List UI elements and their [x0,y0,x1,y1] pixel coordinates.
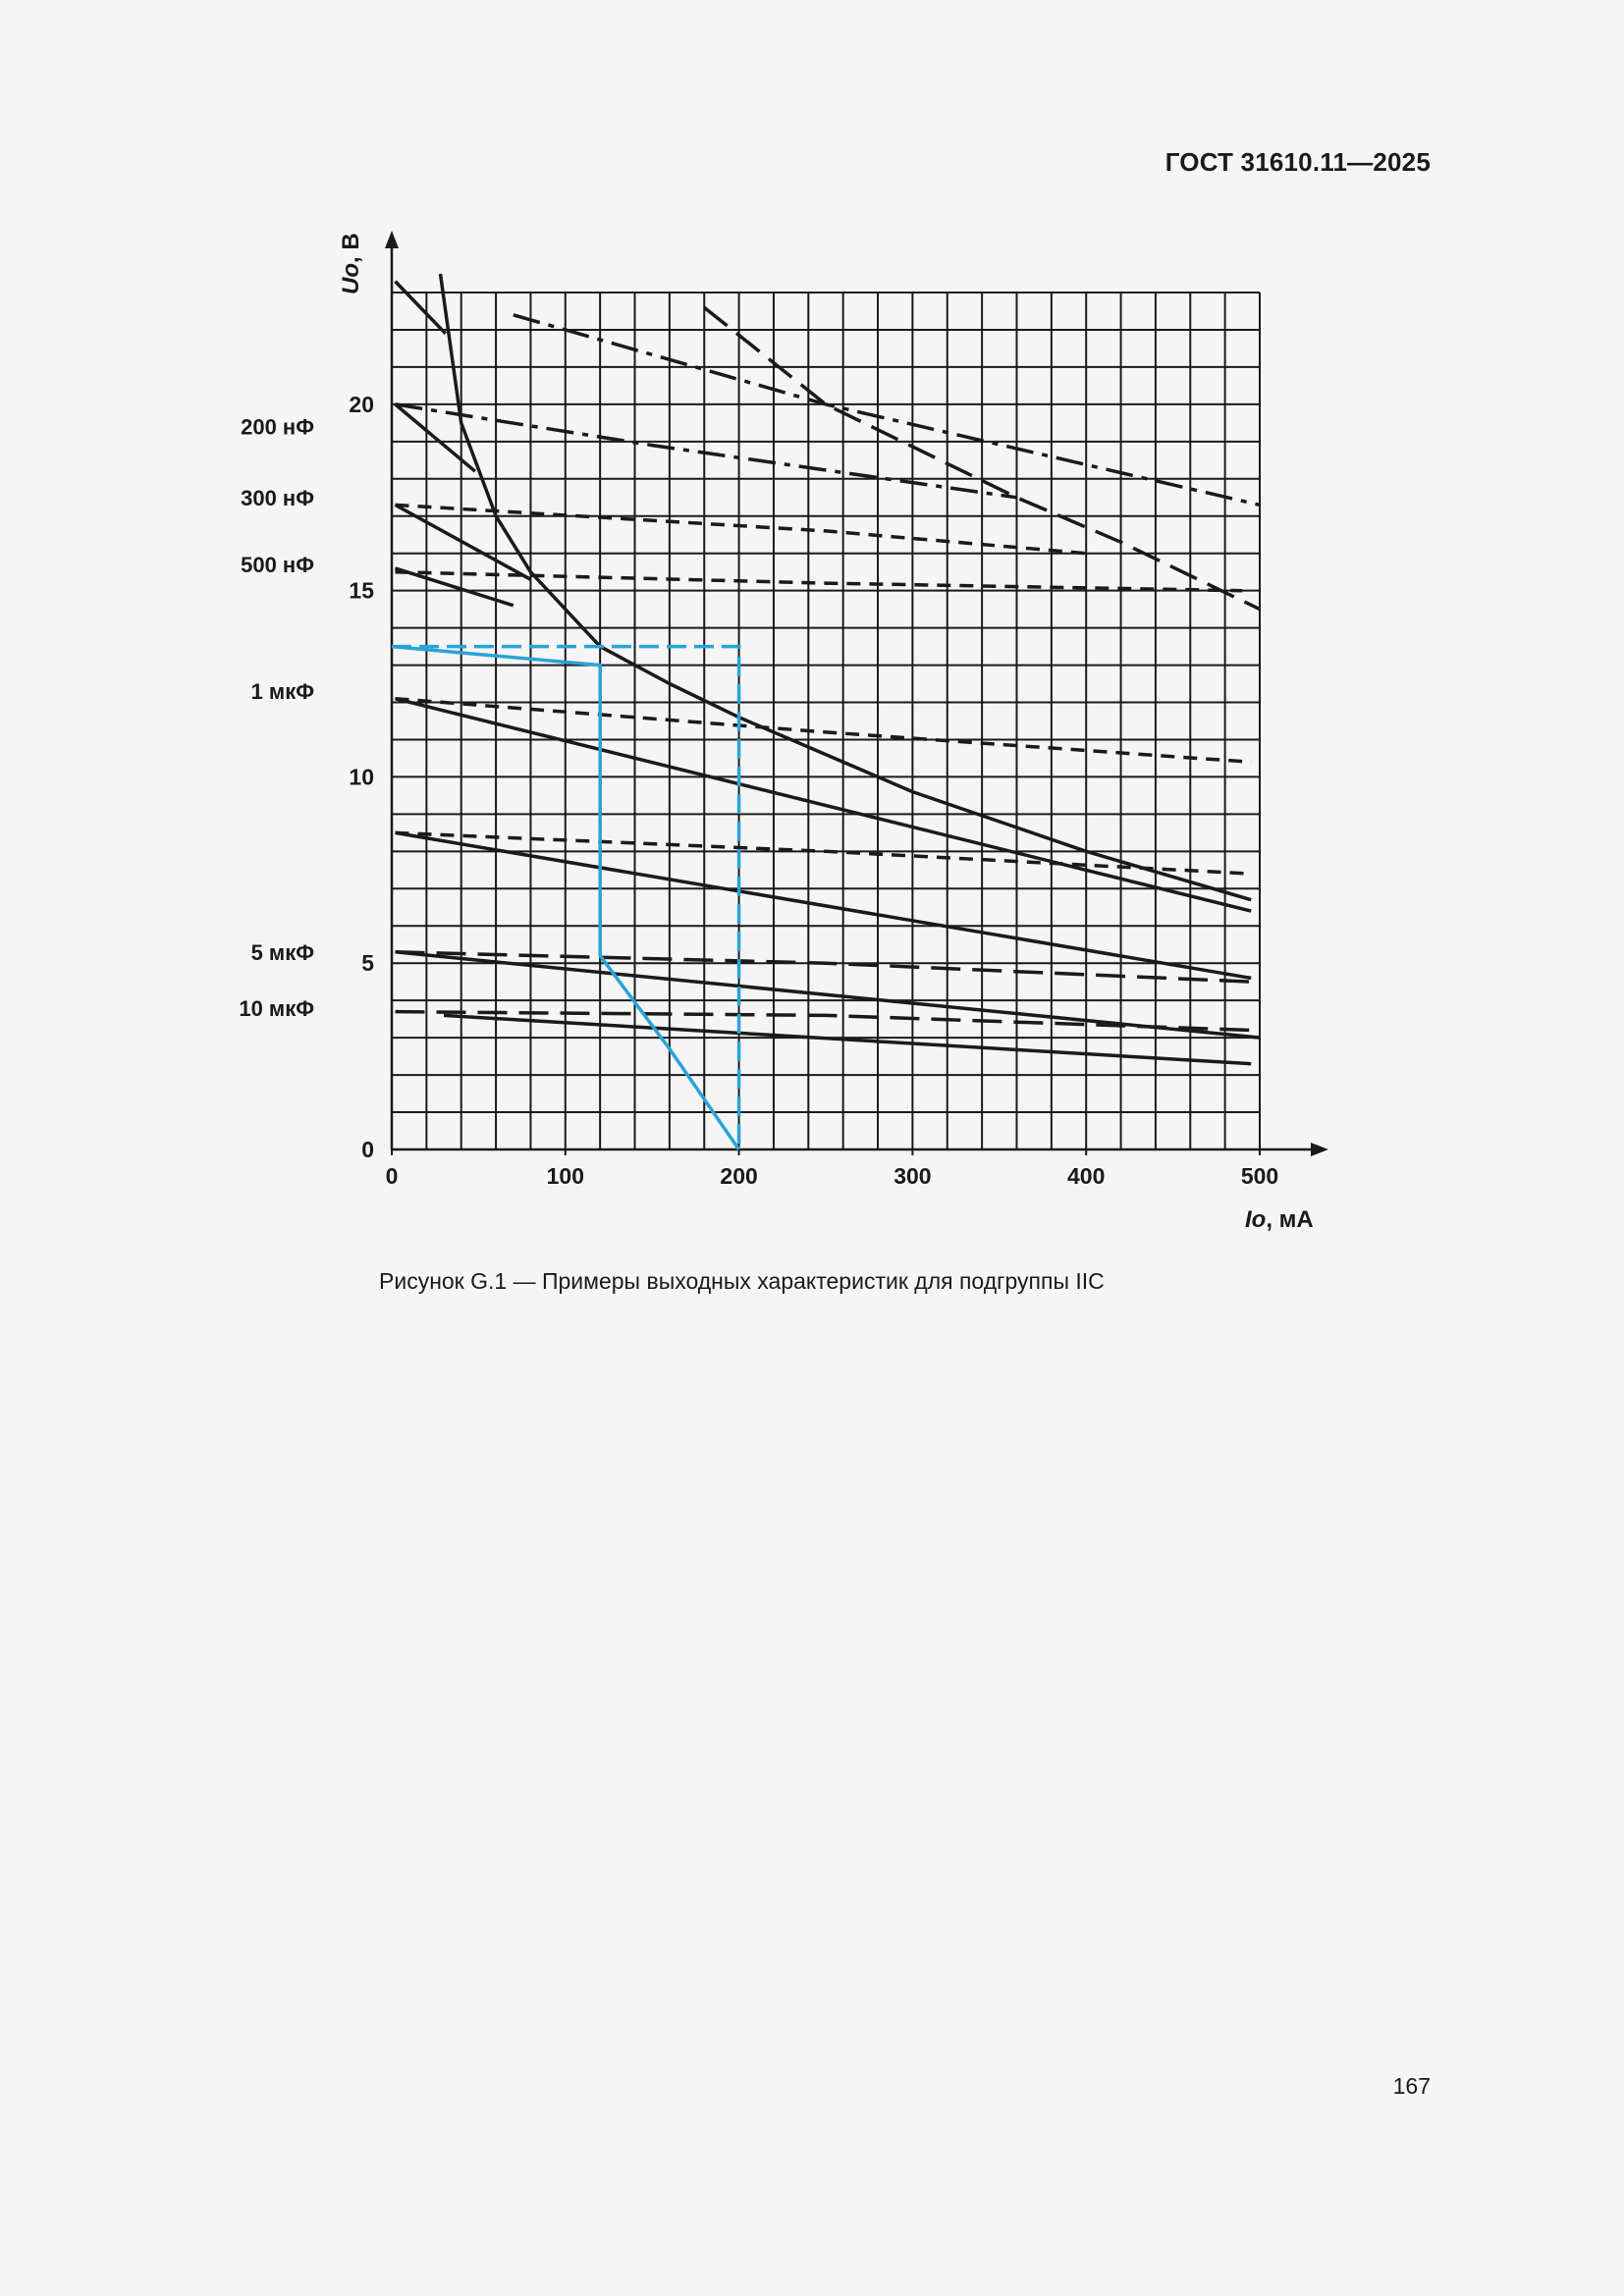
y-tick-label: 0 [361,1137,374,1162]
series-line-12 [395,402,1017,500]
y-tick-label: 20 [349,392,374,417]
series-line-5 [394,566,514,608]
y-axis-title: Uo, В [338,233,364,294]
capacitance-label: 1 мкФ [251,679,315,704]
capacitance-label: 5 мкФ [251,940,315,965]
chart-container: 0 100 200 300 400 500 0 5 10 15 20 Uo, В Io, мА 200 н… [239,231,1328,1233]
series-line-14 [395,569,1243,593]
capacitance-label: 200 нФ [241,415,314,440]
capacitance-label: 500 нФ [241,553,314,577]
highlight-dashed-line [392,644,741,1149]
x-tick-label: 300 [893,1163,931,1189]
series-line-6 [395,697,1252,913]
x-tick-label: 200 [720,1163,757,1189]
standard-header: ГОСТ 31610.11—2025 [1164,147,1431,177]
x-tick-label: 400 [1067,1163,1105,1189]
x-axis-title: Io, мА [1245,1206,1314,1233]
y-tick-label: 15 [349,578,374,604]
y-tick-label: 10 [349,764,374,789]
x-tick-label: 100 [547,1163,584,1189]
series-line-4 [394,503,532,581]
series-line-13 [395,503,1087,556]
capacitance-label: 10 мкФ [239,996,314,1021]
series-line-9 [443,1013,1252,1066]
series-line-7 [395,830,1252,981]
highlight-solid-line [391,644,741,1150]
x-tick-label: 500 [1241,1163,1278,1189]
figure-caption: Рисунок G.1 — Примеры выходных характери… [379,1268,1105,1294]
labels-group: 0 100 200 300 400 500 0 5 10 15 20 Uo, В Io, мА 200 н… [239,233,1313,1233]
x-axis-arrow [1311,1143,1328,1156]
series-line-17 [395,950,1252,984]
series-line-3 [394,402,477,473]
series-line-2 [394,280,448,336]
series-line-8 [395,950,1261,1040]
series-line-11 [513,313,1261,507]
x-tick-label: 0 [386,1163,399,1189]
series-line-10 [703,305,1261,612]
axes [385,231,1328,1156]
series-group [394,273,1261,1066]
highlight-group [391,644,741,1150]
series-line-1 [438,273,1252,902]
page-number: 167 [1392,2073,1431,2099]
grid [391,292,1261,1150]
series-line-16 [395,830,1252,876]
series-line-18 [395,1009,1252,1033]
capacitance-label: 300 нФ [241,486,314,510]
series-line-15 [395,696,1252,765]
y-tick-label: 5 [361,950,374,976]
output-characteristics-chart: 0 100 200 300 400 500 0 5 10 15 20 Uo, В Io, мА 200 н… [239,231,1328,1233]
y-axis-arrow [385,231,399,248]
